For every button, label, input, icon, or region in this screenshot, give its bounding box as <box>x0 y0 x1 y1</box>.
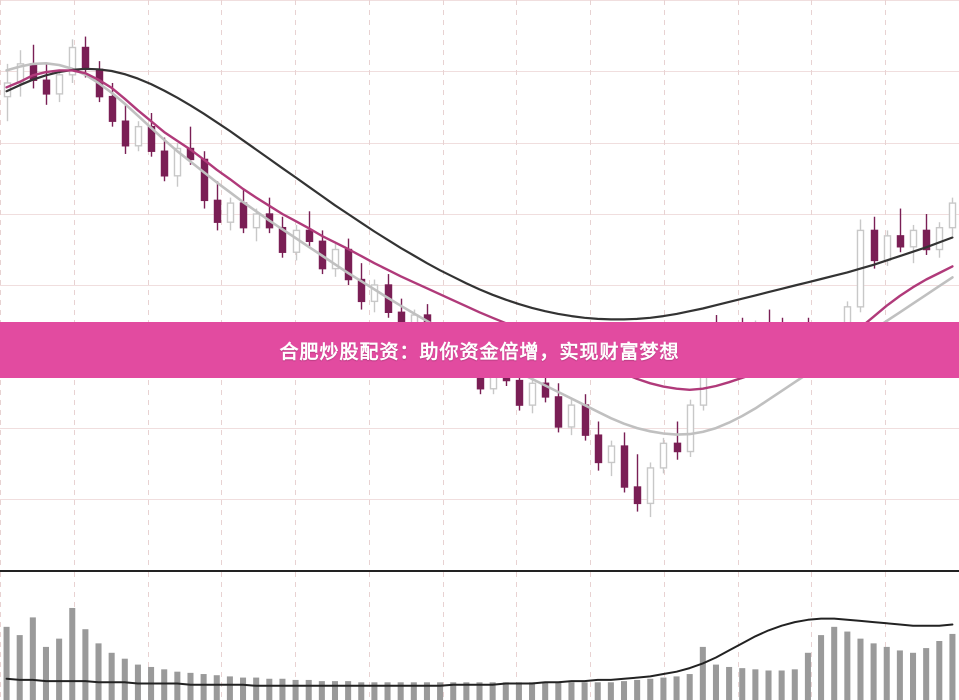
promo-banner-text: 合肥炒股配资：助你资金倍增，实现财富梦想 <box>279 340 680 363</box>
volume-chart-panel <box>0 572 959 700</box>
price-candlestick-svg <box>0 0 959 570</box>
volume-histogram-svg <box>0 572 959 700</box>
promo-banner: 合肥炒股配资：助你资金倍增，实现财富梦想 <box>0 322 959 378</box>
panel-divider <box>0 570 959 573</box>
price-chart-panel <box>0 0 959 570</box>
